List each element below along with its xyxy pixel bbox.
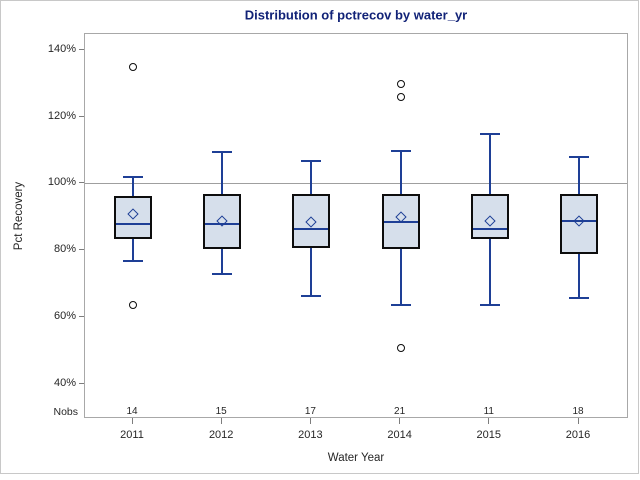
x-tick-label-2012: 2012 — [208, 429, 234, 441]
nobs-value-2014: 21 — [394, 406, 406, 417]
whisker-cap-high-2016 — [569, 156, 589, 159]
box-2013 — [292, 194, 331, 248]
nobs-value-2012: 15 — [215, 406, 227, 417]
median-2012 — [205, 223, 240, 226]
x-tick-label-2015: 2015 — [476, 429, 502, 441]
box-2015 — [470, 194, 509, 240]
whisker-cap-high-2015 — [479, 132, 500, 135]
y-tick-40 — [79, 383, 84, 385]
whisker-cap-low-2014 — [390, 303, 411, 306]
whisker-cap-low-2016 — [569, 296, 589, 299]
chart-title: Distribution of pctrecov by water_yr — [244, 7, 468, 23]
whisker-cap-high-2012 — [212, 151, 233, 154]
x-tick-2013 — [309, 418, 311, 424]
y-tick-140 — [79, 48, 84, 50]
x-tick-label-2011: 2011 — [120, 429, 144, 441]
x-tick-label-2014: 2014 — [387, 429, 412, 441]
y-tick-label-60: 60% — [53, 310, 76, 323]
nobs-value-2011: 14 — [126, 406, 138, 417]
y-tick-label-100: 100% — [47, 176, 76, 189]
outlier-2011-64 — [129, 300, 137, 309]
whisker-cap-low-2012 — [212, 273, 233, 276]
nobs-row-label: Nobs — [53, 406, 78, 418]
box-2016 — [560, 194, 598, 255]
x-tick-label-2016: 2016 — [565, 429, 591, 441]
whisker-cap-low-2013 — [301, 295, 322, 298]
outlier-2014-126 — [396, 92, 405, 101]
whisker-cap-high-2011 — [123, 176, 143, 179]
median-2014 — [383, 221, 418, 224]
box-2012 — [203, 194, 242, 250]
y-tick-label-80: 80% — [53, 243, 76, 256]
x-tick-2014 — [399, 418, 401, 424]
outlier-2014-130 — [396, 79, 405, 88]
median-2015 — [472, 228, 507, 231]
median-2011 — [116, 223, 150, 226]
whisker-cap-low-2015 — [479, 303, 500, 306]
outlier-2011-135 — [129, 62, 137, 71]
median-2013 — [294, 228, 329, 231]
x-axis-title: Water Year — [327, 452, 385, 464]
y-tick-label-120: 120% — [47, 109, 76, 122]
outlier-2014-51 — [396, 344, 405, 353]
y-tick-label-140: 140% — [47, 42, 76, 55]
x-tick-2016 — [577, 418, 579, 424]
y-tick-120 — [79, 115, 84, 117]
whisker-cap-low-2011 — [123, 259, 143, 262]
plot-area — [84, 33, 628, 418]
y-tick-label-40: 40% — [53, 377, 76, 390]
whisker-cap-high-2013 — [301, 159, 322, 162]
box-2011 — [114, 195, 152, 240]
x-tick-label-2013: 2013 — [298, 429, 323, 441]
whisker-cap-high-2014 — [390, 149, 411, 152]
reference-line-100pct — [85, 183, 627, 185]
nobs-value-2016: 18 — [572, 406, 584, 417]
y-tick-80 — [79, 249, 84, 251]
y-tick-60 — [79, 316, 84, 318]
x-tick-2011 — [131, 418, 133, 424]
median-2016 — [562, 219, 596, 222]
nobs-value-2015: 11 — [483, 406, 494, 417]
nobs-value-2013: 17 — [304, 406, 316, 417]
y-tick-100 — [79, 182, 84, 184]
x-tick-2012 — [220, 418, 222, 424]
x-tick-2015 — [488, 418, 490, 424]
y-axis-title: Pct Recovery — [13, 181, 25, 251]
